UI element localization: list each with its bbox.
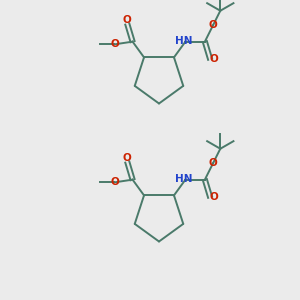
Text: O: O: [210, 54, 219, 64]
Text: O: O: [209, 20, 218, 30]
Text: O: O: [210, 192, 219, 202]
Text: O: O: [110, 39, 119, 50]
Text: O: O: [110, 177, 119, 188]
Text: HN: HN: [175, 174, 193, 184]
Text: HN: HN: [175, 36, 193, 46]
Text: O: O: [209, 158, 218, 168]
Text: O: O: [123, 15, 132, 25]
Text: O: O: [123, 153, 132, 163]
